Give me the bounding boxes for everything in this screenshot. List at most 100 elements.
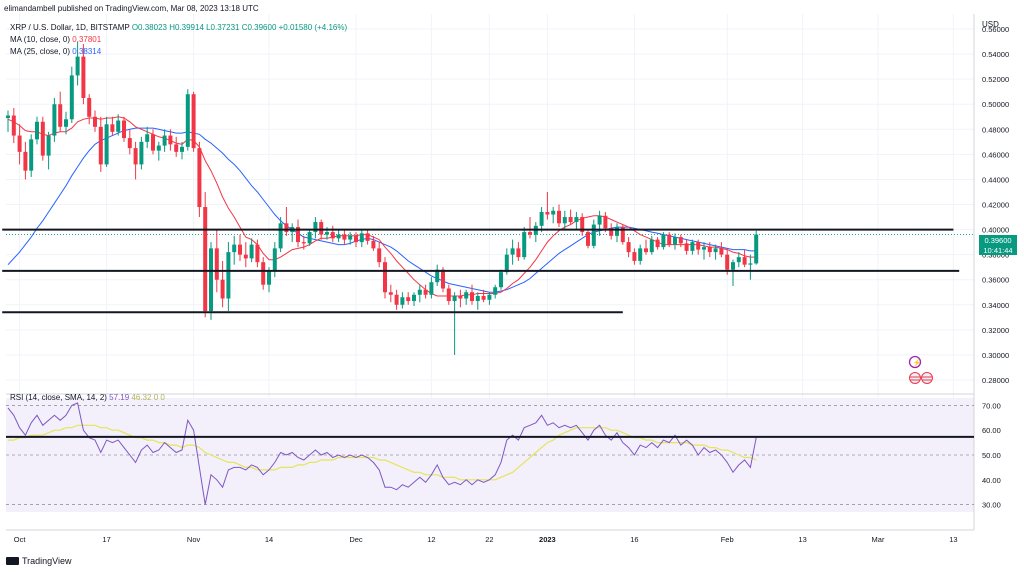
candle-body: [249, 244, 254, 259]
candle-body: [667, 234, 672, 245]
candle: [487, 292, 492, 305]
candle: [133, 141, 138, 180]
candle-body: [383, 262, 387, 293]
candle: [354, 232, 358, 248]
currency-label: USD: [982, 20, 999, 29]
candle: [470, 284, 474, 305]
candle: [29, 134, 34, 177]
candle-body: [719, 248, 724, 255]
candle: [394, 289, 399, 310]
price-tick-label: 0.56000: [982, 25, 1009, 34]
candle: [580, 213, 585, 236]
ma25-line: [7, 127, 757, 293]
candle-body: [586, 232, 590, 246]
candle: [673, 233, 677, 250]
candle: [568, 209, 573, 225]
candle: [510, 239, 515, 265]
candle-body: [122, 120, 126, 139]
candle-body: [446, 288, 451, 302]
price-tick-label: 0.38000: [982, 251, 1009, 260]
candle: [412, 292, 416, 307]
candle-body: [754, 234, 759, 264]
candle: [522, 227, 527, 260]
candle-body: [261, 262, 266, 285]
candle-body: [574, 217, 579, 223]
candle: [736, 252, 741, 268]
candle: [93, 110, 97, 132]
candle: [139, 136, 144, 170]
ma25-row: MA (25, close, 0) 0.38314: [10, 46, 347, 58]
candle: [35, 116, 39, 145]
candle-body: [638, 248, 643, 261]
candle: [296, 219, 300, 248]
candle-body: [458, 296, 463, 299]
candle-body: [441, 269, 445, 289]
candle: [127, 129, 132, 155]
candle-body: [145, 134, 150, 142]
time-tick-label: 17: [102, 535, 110, 544]
candle-body: [522, 232, 527, 258]
candle-body: [545, 212, 550, 215]
time-tick-label: Oct: [14, 535, 27, 544]
last-price-tag: 0.39600 10:41:44: [979, 235, 1017, 255]
candle-body: [336, 234, 341, 239]
moving-average-lines: [7, 116, 757, 297]
time-tick-label: Feb: [721, 535, 734, 544]
candle: [731, 259, 735, 286]
candle-body: [11, 115, 16, 136]
candle-body: [29, 139, 34, 171]
candle: [383, 257, 387, 299]
candle-body: [191, 94, 196, 149]
candle-body: [307, 232, 312, 244]
candle: [499, 269, 503, 290]
candle-body: [562, 217, 567, 224]
candle: [197, 141, 202, 218]
candle: [667, 232, 672, 248]
candle: [255, 239, 260, 268]
flag-us-icon-2[interactable]: [921, 372, 933, 384]
symbol-label[interactable]: XRP / U.S. Dollar, 1D, BITSTAMP: [10, 23, 130, 32]
candle: [377, 242, 382, 268]
candle: [122, 116, 126, 142]
candle: [493, 284, 498, 299]
candle: [180, 141, 184, 160]
candle: [713, 244, 718, 260]
ma10-label[interactable]: MA (10, close, 0): [10, 35, 71, 44]
candle: [307, 229, 312, 246]
candle: [75, 41, 80, 86]
dividend-icon[interactable]: [908, 355, 922, 369]
candle-body: [17, 135, 22, 152]
candle-body: [365, 233, 370, 241]
candle-body: [539, 212, 544, 226]
price-tick-label: 0.50000: [982, 100, 1009, 109]
flag-us-icon[interactable]: [909, 372, 921, 384]
candle: [104, 116, 109, 167]
candle: [232, 235, 237, 265]
candle-body: [232, 244, 237, 253]
candle-body: [325, 232, 329, 235]
support-resistance-lines: [2, 228, 960, 314]
candle: [435, 264, 440, 286]
candle: [620, 224, 625, 245]
candle: [156, 141, 161, 161]
candle-body: [644, 248, 648, 253]
candle-body: [470, 292, 474, 302]
candle-body: [330, 232, 335, 239]
candle-body: [69, 75, 74, 120]
candle-body: [168, 135, 173, 145]
candle: [649, 235, 654, 255]
candle: [203, 191, 208, 318]
event-icons: ⚡: [908, 355, 933, 384]
candle: [116, 114, 121, 136]
rsi-label[interactable]: RSI (14, close, SMA, 14, 2): [10, 393, 107, 402]
candle-body: [319, 222, 324, 235]
time-tick-label: 22: [485, 535, 493, 544]
candle: [98, 116, 103, 172]
time-tick-label: 16: [630, 535, 638, 544]
candle-body: [406, 297, 411, 302]
candle: [481, 289, 486, 303]
ma25-label[interactable]: MA (25, close, 0): [10, 47, 71, 56]
candle-body: [725, 254, 730, 270]
candle: [475, 292, 480, 310]
